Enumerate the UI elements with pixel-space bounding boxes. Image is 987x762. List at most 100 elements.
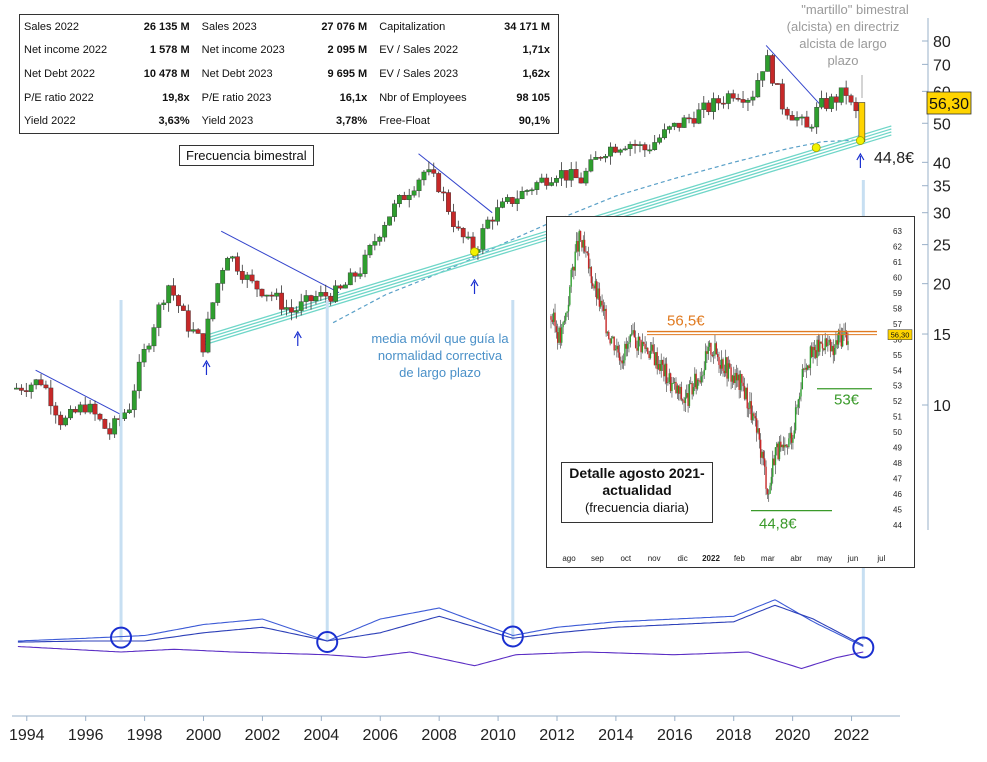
candle-up (298, 301, 304, 311)
inset-candle-up (589, 267, 591, 269)
candle-up (554, 178, 559, 183)
inset-price-tick: 62 (893, 242, 902, 251)
candle-up (342, 284, 348, 289)
guide-line (119, 300, 123, 640)
candle-up (657, 137, 662, 143)
stats-value: 27 076 M (321, 20, 368, 33)
hammer-note-line: (alcista) en directriz (787, 19, 900, 34)
inset-price-tick: 57 (893, 320, 902, 329)
inset-candle-up (612, 336, 614, 339)
inset-candle-down (762, 451, 765, 459)
frequency-label: Frecuencia bimestral (179, 145, 314, 166)
price-tick-label: 30 (933, 206, 951, 223)
support-label-448: 44,8€ (759, 516, 797, 533)
inset-candle-down (573, 266, 575, 271)
candle-down (58, 414, 64, 426)
candle-up (156, 304, 162, 328)
inset-candle-up (749, 401, 751, 409)
time-tick-label: 2002 (245, 727, 281, 744)
candle-up (293, 310, 299, 313)
price-tick-label: 20 (933, 277, 951, 294)
candle-down (455, 226, 461, 229)
candle-down (446, 192, 451, 212)
up-arrow-head (470, 278, 479, 287)
inset-candle-up (770, 476, 773, 486)
candle-down (239, 271, 245, 280)
inset-candle-up (737, 374, 739, 381)
inset-price-tick: 52 (893, 397, 902, 406)
inset-candle-up (727, 363, 730, 379)
inset-candle-down (808, 365, 810, 369)
candle-up (559, 170, 564, 179)
inset-candle-up (812, 347, 814, 357)
hammer-note-line: "martillo" bimestral (801, 2, 909, 17)
oscillator-line (17, 604, 864, 646)
inset-candle-up (801, 368, 804, 390)
inset-candle-up (809, 346, 812, 369)
inset-price-tick: 45 (893, 506, 902, 515)
inset-candle-up (597, 288, 599, 299)
inset-candle-down (813, 347, 816, 351)
hammer-note-line: plazo (827, 53, 858, 68)
inset-candle-down (832, 345, 834, 356)
inset-candle-down (805, 367, 808, 370)
inset-candle-down (555, 326, 558, 333)
candle-up (529, 189, 535, 192)
candle-up (166, 285, 172, 304)
inset-candle-down (601, 300, 603, 306)
candle-up (14, 387, 19, 390)
candle-down (578, 177, 584, 184)
candle-up (593, 157, 599, 160)
inset-candle-up (562, 322, 564, 328)
candle-up (264, 294, 270, 297)
inset-candle-up (671, 382, 673, 392)
inset-candle-up (594, 281, 597, 289)
inset-candle-down (821, 343, 824, 349)
candle-down (853, 101, 859, 112)
candle-down (38, 379, 44, 386)
inset-candle-up (566, 311, 568, 313)
time-tick-label: 2010 (480, 727, 516, 744)
inset-candle-up (847, 341, 849, 345)
inset-price-tick: 50 (893, 428, 902, 437)
candle-up (362, 254, 368, 274)
candle-down (563, 170, 569, 181)
inset-candle-up (558, 327, 560, 343)
candle-up (161, 302, 167, 305)
candle-up (87, 403, 93, 413)
inset-candle-down (755, 418, 758, 433)
inset-time-tick: dic (677, 554, 687, 563)
inset-candle-up (668, 373, 670, 383)
candle-down (716, 98, 721, 104)
inset-candle-up (672, 382, 675, 384)
inset-time-tick: may (817, 554, 832, 563)
inset-candle-up (600, 300, 602, 307)
inset-candle-down (640, 340, 642, 353)
stats-label: Net income 2023 (201, 44, 285, 57)
inset-candle-up (800, 389, 802, 397)
inset-candle-up (664, 363, 666, 377)
inset-candle-up (739, 373, 742, 390)
up-arrow-head (856, 152, 865, 161)
candle-up (696, 109, 702, 124)
inset-candle-up (796, 407, 798, 409)
candle-up (230, 256, 235, 259)
stats-value: 90,1% (518, 115, 550, 128)
inset-candle-up (629, 334, 631, 343)
inset-time-tick: nov (648, 554, 661, 563)
candle-down (775, 83, 780, 85)
inset-candle-up (828, 339, 830, 343)
candle-up (750, 96, 756, 101)
inset-candle-down (746, 387, 748, 409)
stats-value: 2 095 M (327, 44, 368, 57)
candle-up (220, 270, 226, 284)
inset-candle-down (839, 330, 841, 335)
candle-down (441, 191, 446, 194)
inset-candle-down (802, 368, 805, 370)
candle-up (534, 182, 540, 190)
inset-candle-up (776, 443, 778, 448)
inset-candle-down (825, 338, 828, 347)
inset-candle-up (827, 342, 829, 347)
inset-candle-up (837, 330, 840, 345)
